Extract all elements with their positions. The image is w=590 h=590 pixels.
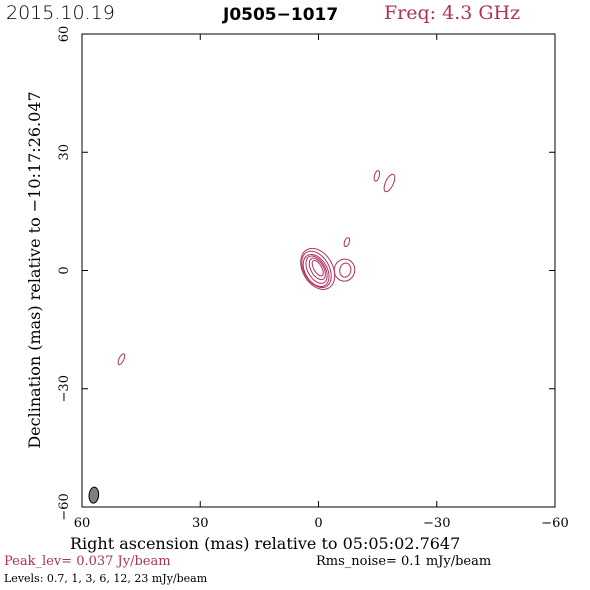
contour-outer-b bbox=[383, 173, 396, 193]
contour-core bbox=[308, 257, 326, 281]
x-tick-label: 0 bbox=[314, 516, 322, 531]
plot-frame bbox=[81, 33, 556, 508]
peak-level: Peak_lev= 0.037 Jy/beam bbox=[4, 554, 171, 569]
x-tick-label: −60 bbox=[541, 516, 568, 531]
contour-core bbox=[311, 259, 324, 277]
contour-jet bbox=[339, 262, 352, 278]
axis-ticks bbox=[81, 33, 556, 508]
x-axis-label: Right ascension (mas) relative to 05:05:… bbox=[70, 534, 461, 553]
beam-group bbox=[88, 486, 100, 504]
y-tick-label: −30 bbox=[57, 375, 72, 402]
rms-noise: Rms_noise= 0.1 mJy/beam bbox=[316, 554, 492, 569]
contour-core bbox=[300, 247, 336, 290]
y-tick-label: 0 bbox=[57, 266, 72, 274]
source-name: J0505−1017 bbox=[223, 5, 339, 25]
tick-labels: 60 30 0 −30 −60 −60 −30 0 30 60 bbox=[57, 26, 569, 531]
x-tick-label: −30 bbox=[423, 516, 450, 531]
y-axis-label: Declination (mas) relative to −10:17:26.… bbox=[25, 91, 44, 448]
contour-core bbox=[305, 255, 328, 284]
restoring-beam bbox=[88, 486, 100, 504]
y-tick-label: 60 bbox=[57, 26, 72, 43]
y-tick-label: 30 bbox=[57, 144, 72, 161]
contour-levels: Levels: 0.7, 1, 3, 6, 12, 23 mJy/beam bbox=[4, 572, 208, 585]
contour-west-knot bbox=[117, 353, 126, 366]
contour-core bbox=[301, 250, 332, 289]
x-tick-label: 30 bbox=[192, 516, 209, 531]
contour-outer-a bbox=[373, 170, 381, 182]
x-tick-label: 60 bbox=[74, 516, 91, 531]
contour-core bbox=[302, 253, 330, 288]
frequency-label: Freq: 4.3 GHz bbox=[384, 2, 521, 24]
contour-group bbox=[117, 170, 396, 366]
y-tick-label: −60 bbox=[57, 493, 72, 520]
contour-jet bbox=[333, 258, 356, 282]
observation-date: 2015.10.19 bbox=[6, 2, 115, 24]
contour-knot bbox=[343, 237, 351, 248]
